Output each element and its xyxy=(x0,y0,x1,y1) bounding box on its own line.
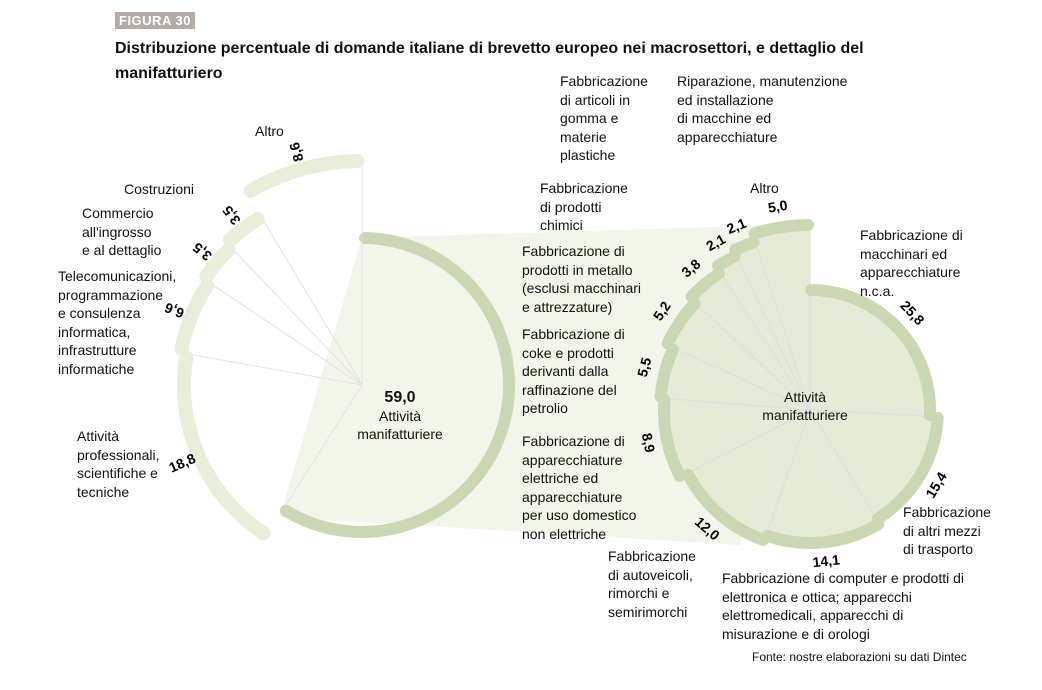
center-value: 59,0 xyxy=(384,389,416,406)
label-gomma: Fabbricazione di articoli in gomma e mat… xyxy=(560,73,648,163)
label-left-altro: Altro xyxy=(255,123,284,139)
arc-segment-right xyxy=(748,219,815,240)
label-professionali: Attività professionali, scientifiche e t… xyxy=(77,428,160,500)
source-note: Fonte: nostre elaborazioni su dati Dinte… xyxy=(752,650,967,664)
arc-segment-left xyxy=(222,212,265,248)
label-computer: Fabbricazione di computer e prodotti di … xyxy=(722,570,965,642)
arc-segment-right xyxy=(661,297,701,350)
label-commercio: Commercio all'ingrosso e al dettaglio xyxy=(82,205,162,258)
label-coke: Fabbricazione di coke e prodotti derivan… xyxy=(522,326,625,416)
value-label: 5,0 xyxy=(767,197,789,216)
value-label: 25,8 xyxy=(897,297,928,328)
arc-segment-right xyxy=(805,284,936,421)
arc-segment-right xyxy=(682,468,770,546)
label-autoveicoli: Fabbricazione di autoveicoli, rimorchi e… xyxy=(608,548,696,620)
arc-segment-right xyxy=(729,236,760,256)
center-label-left: Attività manifatturiere xyxy=(357,408,443,442)
arc-segment-right xyxy=(685,267,725,303)
label-metallo: Fabbricazione di prodotti in metallo (es… xyxy=(522,243,642,315)
spoke xyxy=(260,216,363,386)
value-label: 8,9 xyxy=(639,432,659,454)
label-chimici: Fabbricazione di prodotti chimici xyxy=(540,180,628,233)
arc-segment-left xyxy=(199,243,236,283)
figure-label: FIGURA 30 xyxy=(115,12,195,29)
spoke xyxy=(208,282,363,386)
value-label: 8,6 xyxy=(286,140,307,163)
label-right-altro: Altro xyxy=(750,180,779,196)
value-label: 2,1 xyxy=(724,215,748,237)
label-riparazione: Riparazione, manutenzione ed installazio… xyxy=(677,73,848,145)
arc-segment-left xyxy=(177,350,271,541)
value-label: 6,6 xyxy=(162,300,186,322)
label-macchinari: Fabbricazione di macchinari ed apparecch… xyxy=(860,227,963,299)
label-telecom: Telecomunicazioni, programmazione e cons… xyxy=(58,268,177,377)
value-label: 5,5 xyxy=(634,355,654,378)
chart-title: Distribuzione percentuale di domande ita… xyxy=(115,40,864,82)
value-label: 14,1 xyxy=(812,551,841,570)
spoke xyxy=(282,384,363,510)
arc-segment-left xyxy=(174,278,215,357)
arc-segment-left xyxy=(279,232,515,538)
arc-segment-right xyxy=(654,343,679,403)
arc-segment-right xyxy=(658,393,686,483)
label-elettriche: Fabbricazione di apparecchiature elettri… xyxy=(522,433,637,542)
arc-segment-right xyxy=(761,518,885,549)
arc-segment-left xyxy=(243,154,365,198)
arc-segment-right xyxy=(711,250,741,272)
spoke xyxy=(230,246,363,386)
spoke xyxy=(186,353,363,386)
label-trasporto: Fabbricazione di altri mezzi di trasport… xyxy=(903,504,991,557)
label-costruzioni: Costruzioni xyxy=(124,181,195,197)
arc-segment-right xyxy=(872,411,944,525)
center-label-right: Attività manifatturiere xyxy=(762,389,848,423)
